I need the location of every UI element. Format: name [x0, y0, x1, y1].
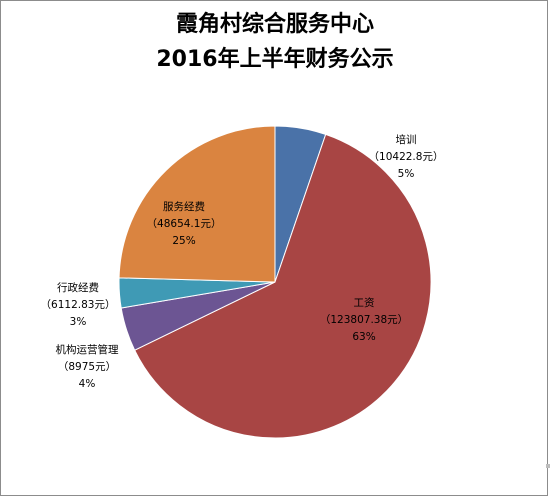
slice-1-value-label: （10422.8元）: [369, 151, 444, 163]
chart-title-line-1: 霞角村综合服务中心: [175, 12, 374, 37]
pie-slices: [118, 125, 432, 439]
pie-slice-5: [118, 125, 276, 283]
slice-4-value-label: （6112.83元）: [41, 299, 116, 311]
slice-4-name-label: 行政经费: [57, 281, 99, 294]
slice-4-percent-label: 3%: [70, 316, 87, 328]
slice-2-value-label: （123807.38元）: [320, 314, 408, 326]
slice-3-name-label: 机构运营管理: [56, 343, 119, 356]
slice-1-name-label: 培训: [396, 133, 417, 146]
pie-slice-2: [134, 133, 432, 439]
slice-5-value-label: （48654.1元）: [147, 218, 222, 230]
pie-labels: 培训 （10422.8元） 5% 工资 （123807.38元） 63% 机构运营管理 （89…: [41, 133, 444, 390]
slice-1-percent-label: 5%: [398, 168, 415, 180]
slice-5-percent-label: 25%: [172, 235, 195, 247]
slice-3-percent-label: 4%: [79, 378, 96, 390]
resize-handle-mark: [546, 464, 550, 468]
slice-2-percent-label: 63%: [352, 331, 375, 343]
slice-2-name-label: 工资: [354, 297, 375, 309]
slice-5-name-label: 服务经费: [163, 200, 205, 213]
chart-title-line-2: 2016年上半年财务公示: [156, 47, 394, 72]
slice-3-value-label: （8975元）: [58, 361, 116, 373]
